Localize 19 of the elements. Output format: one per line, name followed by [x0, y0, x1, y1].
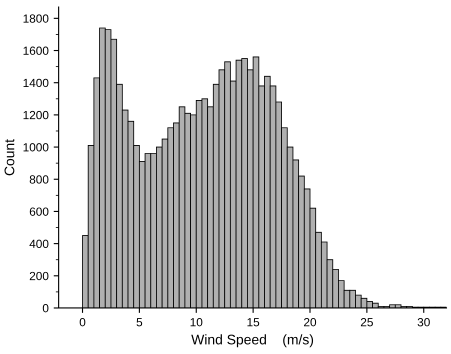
x-tick-label: 0 — [80, 318, 86, 326]
x-tick-label: 25 — [360, 318, 373, 326]
y-tick-label: 200 — [30, 272, 48, 280]
x-tick-label: 20 — [304, 318, 316, 326]
y-tick-label: 1800 — [24, 14, 48, 23]
x-tick-label: 15 — [247, 318, 260, 326]
y-tick-label: 400 — [29, 240, 48, 248]
y-tick-label: 1000 — [24, 143, 48, 152]
x-tick-label: 5 — [136, 318, 142, 326]
x-axis-title: Wind Speed (m/s) — [191, 334, 314, 348]
x-tick-label: 30 — [418, 318, 430, 326]
y-tick-label: 1400 — [24, 78, 48, 88]
y-tick-label: 600 — [30, 207, 48, 216]
y-tick-label: 1200 — [24, 110, 48, 120]
y-tick-label: 800 — [30, 175, 48, 184]
y-tick-label: 1600 — [24, 46, 48, 55]
y-axis-title: Count — [4, 139, 14, 176]
y-tick-label: 0 — [42, 304, 48, 312]
x-tick-label: 10 — [190, 318, 202, 326]
